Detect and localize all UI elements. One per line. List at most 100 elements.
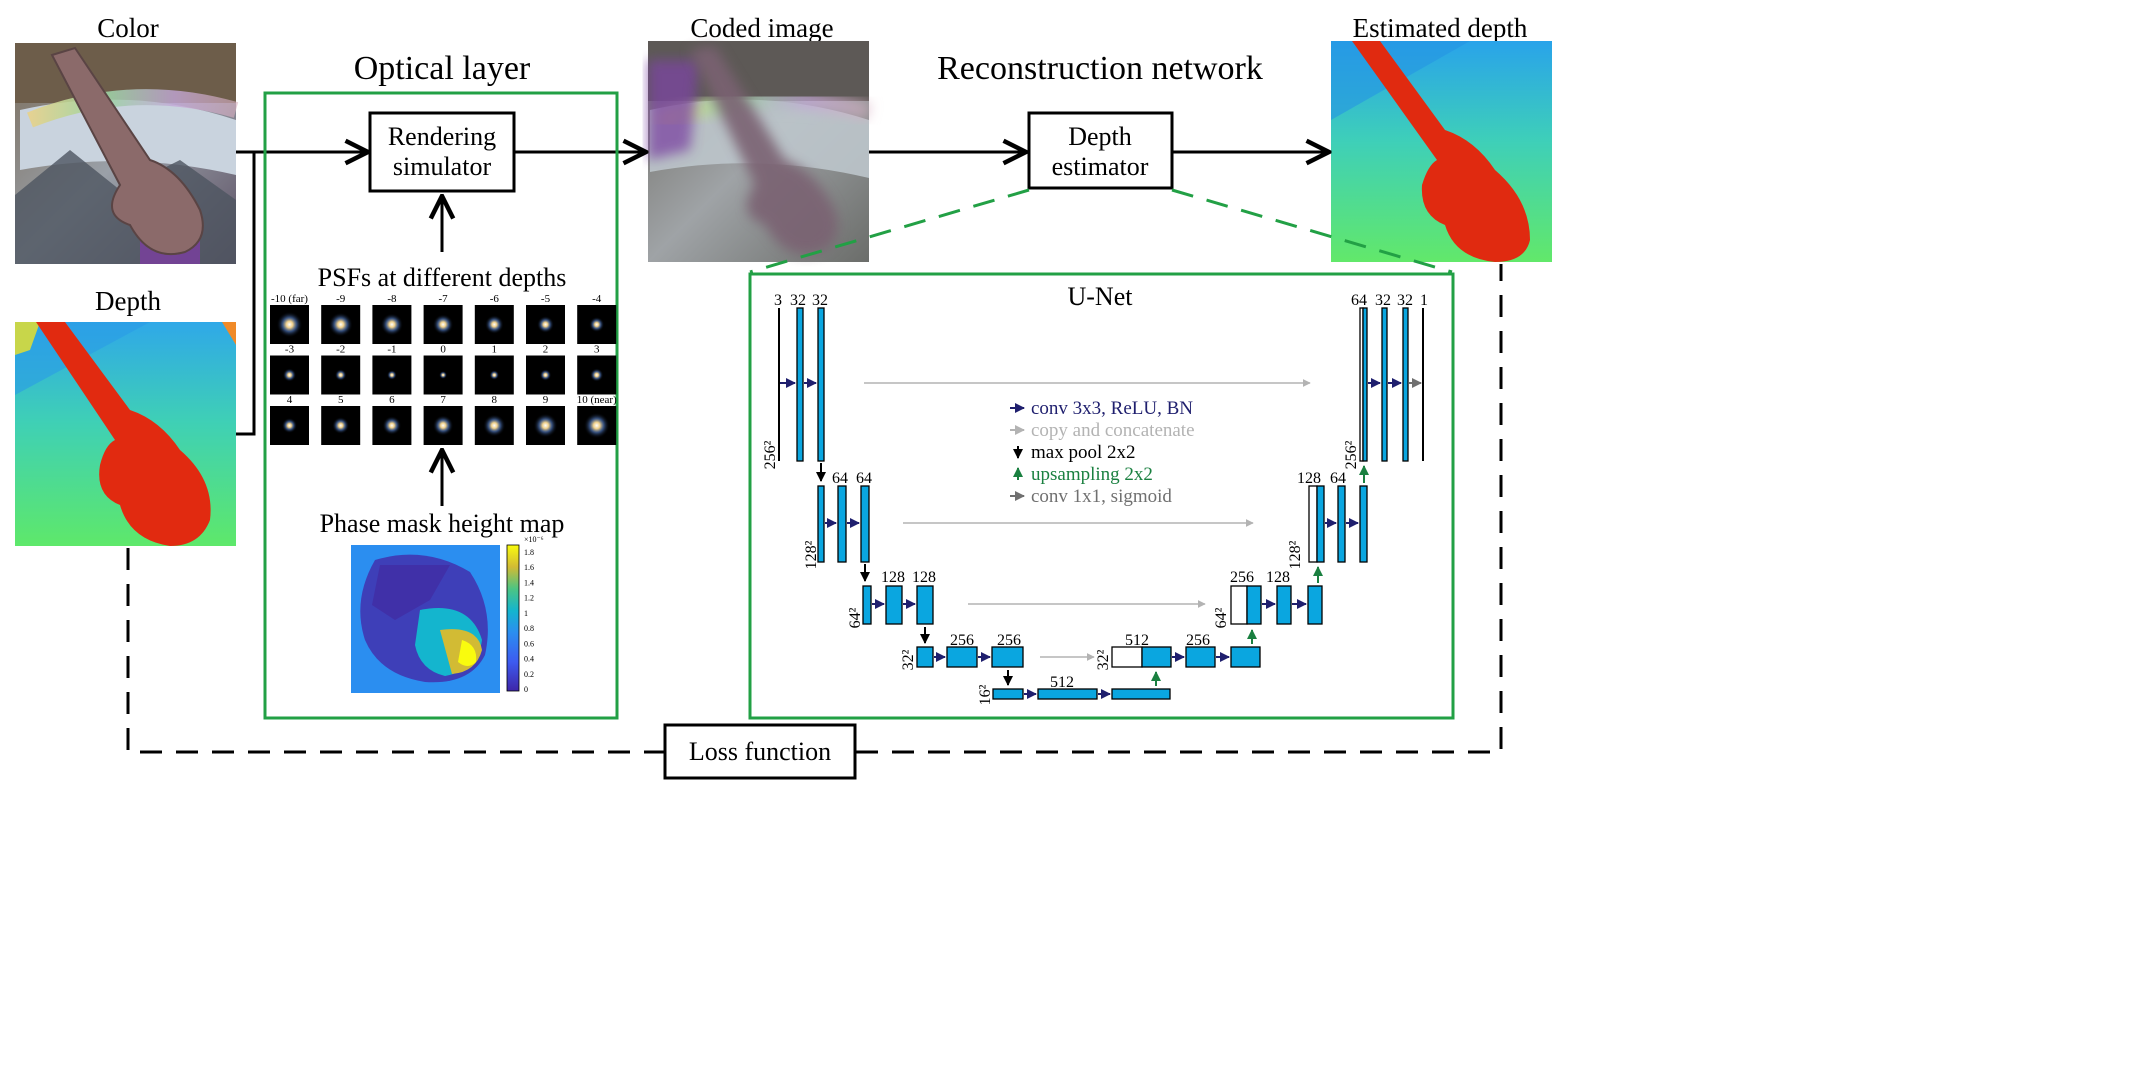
unet-block bbox=[946, 646, 978, 668]
unet-block bbox=[1402, 307, 1409, 462]
dec4-ch-0: 512 bbox=[1125, 632, 1149, 649]
psf-label: -5 bbox=[541, 293, 551, 305]
rendering-label-line2: simulator bbox=[393, 152, 492, 181]
unet-block bbox=[1111, 688, 1171, 700]
estimated-depth-image bbox=[1331, 41, 1552, 262]
unet-block bbox=[796, 307, 804, 462]
title-optical-layer: Optical layer bbox=[354, 50, 531, 87]
unet-block bbox=[1337, 485, 1346, 563]
unet-block bbox=[1381, 307, 1388, 462]
psf-cell: -6 bbox=[474, 293, 514, 344]
depth-estimator-label-line2: estimator bbox=[1052, 152, 1149, 181]
psf-cell: -2 bbox=[321, 344, 361, 395]
unet-block bbox=[1141, 646, 1172, 668]
title-reconstruction-network: Reconstruction network bbox=[937, 50, 1263, 87]
enc1-ch-0: 3 bbox=[774, 292, 782, 309]
color-image bbox=[15, 43, 239, 264]
unet-block bbox=[991, 646, 1024, 668]
main-flow-arrows bbox=[236, 152, 1329, 506]
unet-block-copied bbox=[1308, 485, 1318, 563]
colorbar-tick-label: 1 bbox=[524, 609, 528, 618]
size-64-right: 64² bbox=[1213, 607, 1230, 628]
psf-label: 8 bbox=[492, 394, 498, 406]
bottleneck-ch: 512 bbox=[1050, 674, 1074, 691]
title-coded-image: Coded image bbox=[690, 13, 833, 43]
unet-block bbox=[1307, 585, 1323, 625]
size-256-left: 256² bbox=[762, 440, 779, 469]
depth-estimator-box: Depth estimator bbox=[1027, 111, 1174, 190]
rendering-label-line1: Rendering bbox=[388, 122, 496, 151]
unet-block bbox=[1362, 307, 1368, 462]
phase-mask-map bbox=[351, 545, 500, 693]
dec2-ch-0: 128 bbox=[1297, 470, 1321, 487]
psf-label: -1 bbox=[387, 344, 396, 356]
psf-label: 3 bbox=[594, 344, 600, 356]
unet-block-copied bbox=[1111, 646, 1143, 668]
unet-block bbox=[1037, 688, 1098, 700]
psf-label: 6 bbox=[389, 394, 395, 406]
legend-item: conv 3x3, ReLU, BN bbox=[1010, 398, 1193, 419]
psf-cell: -1 bbox=[372, 344, 412, 395]
psf-cell: -8 bbox=[372, 293, 412, 344]
phase-mask-colorbar: ×10⁻⁶ bbox=[506, 535, 544, 692]
legend-label: upsampling 2x2 bbox=[1031, 464, 1153, 485]
unet-block bbox=[1185, 646, 1216, 668]
colorbar-tick-label: 1.8 bbox=[524, 548, 534, 557]
colorbar-exponent: ×10⁻⁶ bbox=[524, 535, 544, 544]
unet-block-copied bbox=[1230, 585, 1248, 625]
psf-label: 10 (near) bbox=[577, 394, 617, 406]
psf-label: -6 bbox=[490, 293, 500, 305]
size-32-left: 32² bbox=[900, 649, 917, 670]
psf-cell: 1 bbox=[474, 344, 514, 395]
colorbar-tick-label: 1.6 bbox=[524, 563, 534, 572]
depth-to-renderer-line bbox=[236, 152, 256, 436]
psf-label: -2 bbox=[336, 344, 345, 356]
size-32-right: 32² bbox=[1095, 649, 1112, 670]
legend-item: conv 1x1, sigmoid bbox=[1010, 486, 1172, 507]
psf-label: 1 bbox=[492, 344, 498, 356]
psf-cell: -9 bbox=[321, 293, 361, 344]
psf-cell: -7 bbox=[423, 293, 463, 344]
enc4-ch-0: 256 bbox=[950, 632, 974, 649]
psf-cell: 6 bbox=[372, 394, 412, 445]
title-depth: Depth bbox=[95, 286, 161, 316]
unet-block bbox=[992, 688, 1024, 700]
enc2-ch-1: 64 bbox=[856, 470, 872, 487]
unet-block bbox=[817, 485, 825, 563]
colorbar-tick-label: 0.2 bbox=[524, 670, 534, 679]
unet-block bbox=[885, 585, 903, 625]
colorbar-tick-label: 0.8 bbox=[524, 624, 534, 633]
psf-cell: -10 (far) bbox=[270, 293, 309, 344]
rendering-simulator-box: Rendering simulator bbox=[368, 111, 516, 193]
unet-diagram bbox=[778, 307, 1424, 700]
dec1-ch-2: 32 bbox=[1397, 292, 1413, 309]
psf-cell: 9 bbox=[526, 394, 565, 445]
dec1-ch-3: 1 bbox=[1420, 292, 1428, 309]
dec4-ch-1: 256 bbox=[1186, 632, 1210, 649]
depth-image bbox=[15, 322, 236, 546]
psf-label: 2 bbox=[543, 344, 549, 356]
colorbar-ticks: 1.8 1.6 1.4 1.2 1 0.8 0.6 0.4 0.2 0 bbox=[524, 548, 534, 694]
psf-cell: 10 (near) bbox=[577, 394, 617, 445]
size-64-left: 64² bbox=[847, 607, 864, 628]
size-256-right: 256² bbox=[1343, 440, 1360, 469]
unet-block bbox=[860, 485, 870, 563]
loss-function-box: Loss function bbox=[663, 723, 857, 780]
loss-path bbox=[126, 264, 1503, 754]
psf-title: PSFs at different depths bbox=[318, 263, 567, 292]
psf-label: -3 bbox=[285, 344, 295, 356]
psf-label: 4 bbox=[287, 394, 293, 406]
loss-function-label: Loss function bbox=[689, 737, 831, 766]
colorbar-tick-label: 0.4 bbox=[524, 655, 534, 664]
title-color: Color bbox=[97, 13, 159, 43]
psf-cell: 3 bbox=[577, 344, 617, 395]
colorbar-tick-label: 1.4 bbox=[524, 578, 534, 587]
psf-cell: 4 bbox=[270, 394, 309, 445]
enc1-ch-1: 32 bbox=[790, 292, 806, 309]
enc3-ch-1: 128 bbox=[912, 569, 936, 586]
colorbar-tick-label: 0 bbox=[524, 685, 528, 694]
unet-block bbox=[862, 585, 872, 625]
optical-layer-frame bbox=[263, 91, 619, 720]
